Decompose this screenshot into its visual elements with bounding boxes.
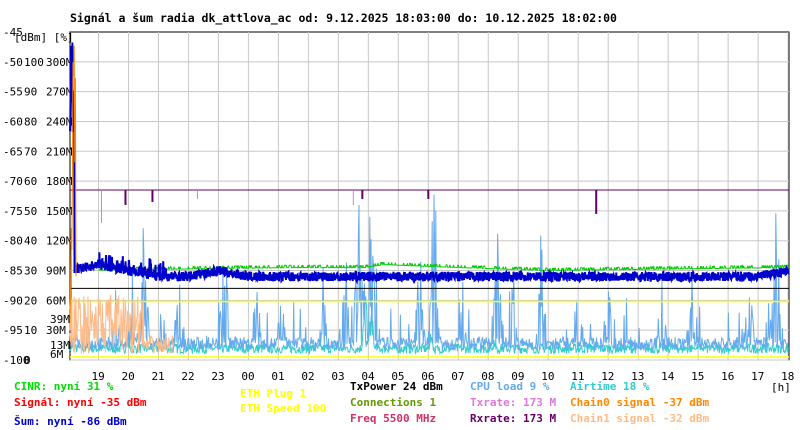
y-tick-pct: 80 <box>24 115 37 128</box>
x-tick-label: 23 <box>211 370 224 383</box>
y-tick-dbm: -90 <box>3 294 23 307</box>
x-tick-label: 01 <box>271 370 284 383</box>
legend-rxrate: Rxrate: 173 M <box>470 412 557 425</box>
x-tick-label: 03 <box>331 370 344 383</box>
y-tick-dbm: -70 <box>3 175 23 188</box>
y-tick-rate: 210M <box>46 145 73 158</box>
x-tick-label: 13 <box>631 370 644 383</box>
y-tick-pct: 60 <box>24 175 37 188</box>
y-tick-dbm: -45 <box>3 26 23 39</box>
y-tick-pct: 30 <box>24 265 37 278</box>
y-rate-overlay-label: 39M <box>50 313 70 326</box>
y-tick-dbm: -60 <box>3 115 23 128</box>
legend-airtime: Airtime 18 % <box>570 380 650 393</box>
legend-eth_speed: ETH Speed 100 <box>240 402 327 415</box>
x-tick-label: 22 <box>181 370 194 383</box>
x-tick-label: 04 <box>361 370 375 383</box>
x-tick-label: 09 <box>511 370 524 383</box>
y-tick-dbm: -50 <box>3 56 23 69</box>
legend-eth_plug: ETH Plug 1 <box>240 387 307 400</box>
x-tick-label: 18 <box>781 370 794 383</box>
x-tick-label: 21 <box>151 370 164 383</box>
x-tick-label: 19 <box>91 370 104 383</box>
y-rate-overlay-label: 13M <box>50 339 70 352</box>
y-tick-dbm: -100 <box>3 354 30 367</box>
y-tick-rate: 300M <box>46 56 73 69</box>
legend-chain1: Chain1 signal -32 dBm <box>570 412 710 425</box>
legend-signal: Signál: nyní -35 dBm <box>14 396 147 409</box>
series-chain0 <box>69 45 77 331</box>
series-cpu-load <box>69 194 789 352</box>
y-axis-units: [dBm] [%] <box>14 31 74 44</box>
y-tick-dbm: -85 <box>3 265 23 278</box>
y-rate-overlay-label: 6M <box>50 348 64 361</box>
y-tick-rate: 270M <box>46 86 73 99</box>
x-tick-label: 14 <box>661 370 675 383</box>
x-tick-label: 02 <box>301 370 314 383</box>
y-tick-pct: 0 <box>24 354 31 367</box>
x-axis-unit: [h] <box>771 381 791 394</box>
y-tick-rate: 120M <box>46 235 73 248</box>
y-tick-pct: 90 <box>24 86 37 99</box>
y-tick-dbm: -55 <box>3 86 23 99</box>
x-tick-label: 10 <box>541 370 554 383</box>
y-tick-rate: 30M <box>46 324 66 337</box>
y-tick-rate: 180M <box>46 175 73 188</box>
x-tick-label: 17 <box>751 370 764 383</box>
x-tick-label: 20 <box>121 370 134 383</box>
legend-cpu: CPU load 9 % <box>470 380 550 393</box>
x-tick-label: 15 <box>691 370 704 383</box>
y-tick-rate: 240M <box>46 115 73 128</box>
legend-txpower: TxPower 24 dBm <box>350 380 443 393</box>
x-tick-label: 07 <box>451 370 464 383</box>
x-tick-label: 12 <box>601 370 614 383</box>
x-tick-label: 11 <box>571 370 584 383</box>
legend-chain0: Chain0 signal -37 dBm <box>570 396 710 409</box>
x-tick-label: 08 <box>481 370 494 383</box>
legend-connections: Connections 1 <box>350 396 437 409</box>
y-tick-dbm: -65 <box>3 145 23 158</box>
y-tick-pct: 100 <box>24 56 44 69</box>
y-tick-pct: 10 <box>24 324 37 337</box>
y-tick-dbm: -80 <box>3 235 23 248</box>
plot-frame <box>69 31 790 361</box>
chart-title: Signál a šum radia dk_attlova_ac od: 9.1… <box>70 11 617 25</box>
series-chain1 <box>69 294 174 354</box>
legend-sum: Šum: nyní -86 dBm <box>14 415 127 428</box>
x-tick-label: 06 <box>421 370 434 383</box>
y-tick-rate: 90M <box>46 265 66 278</box>
legend-txrate: Txrate: 173 M <box>470 396 557 409</box>
y-tick-dbm: -95 <box>3 324 23 337</box>
y-tick-rate: 60M <box>46 294 66 307</box>
x-tick-label: 16 <box>721 370 734 383</box>
y-tick-pct: 20 <box>24 294 37 307</box>
y-tick-pct: 40 <box>24 235 37 248</box>
x-tick-label: 05 <box>391 370 404 383</box>
x-tick-label: 00 <box>241 370 254 383</box>
legend-cinr: CINR: nyní 31 % <box>14 380 114 393</box>
series-noise <box>69 42 790 285</box>
legend-freq: Freq 5500 MHz <box>350 412 437 425</box>
y-tick-pct: 70 <box>24 145 37 158</box>
y-tick-pct: 50 <box>24 205 37 218</box>
y-tick-rate: 150M <box>46 205 73 218</box>
y-tick-dbm: -75 <box>3 205 23 218</box>
